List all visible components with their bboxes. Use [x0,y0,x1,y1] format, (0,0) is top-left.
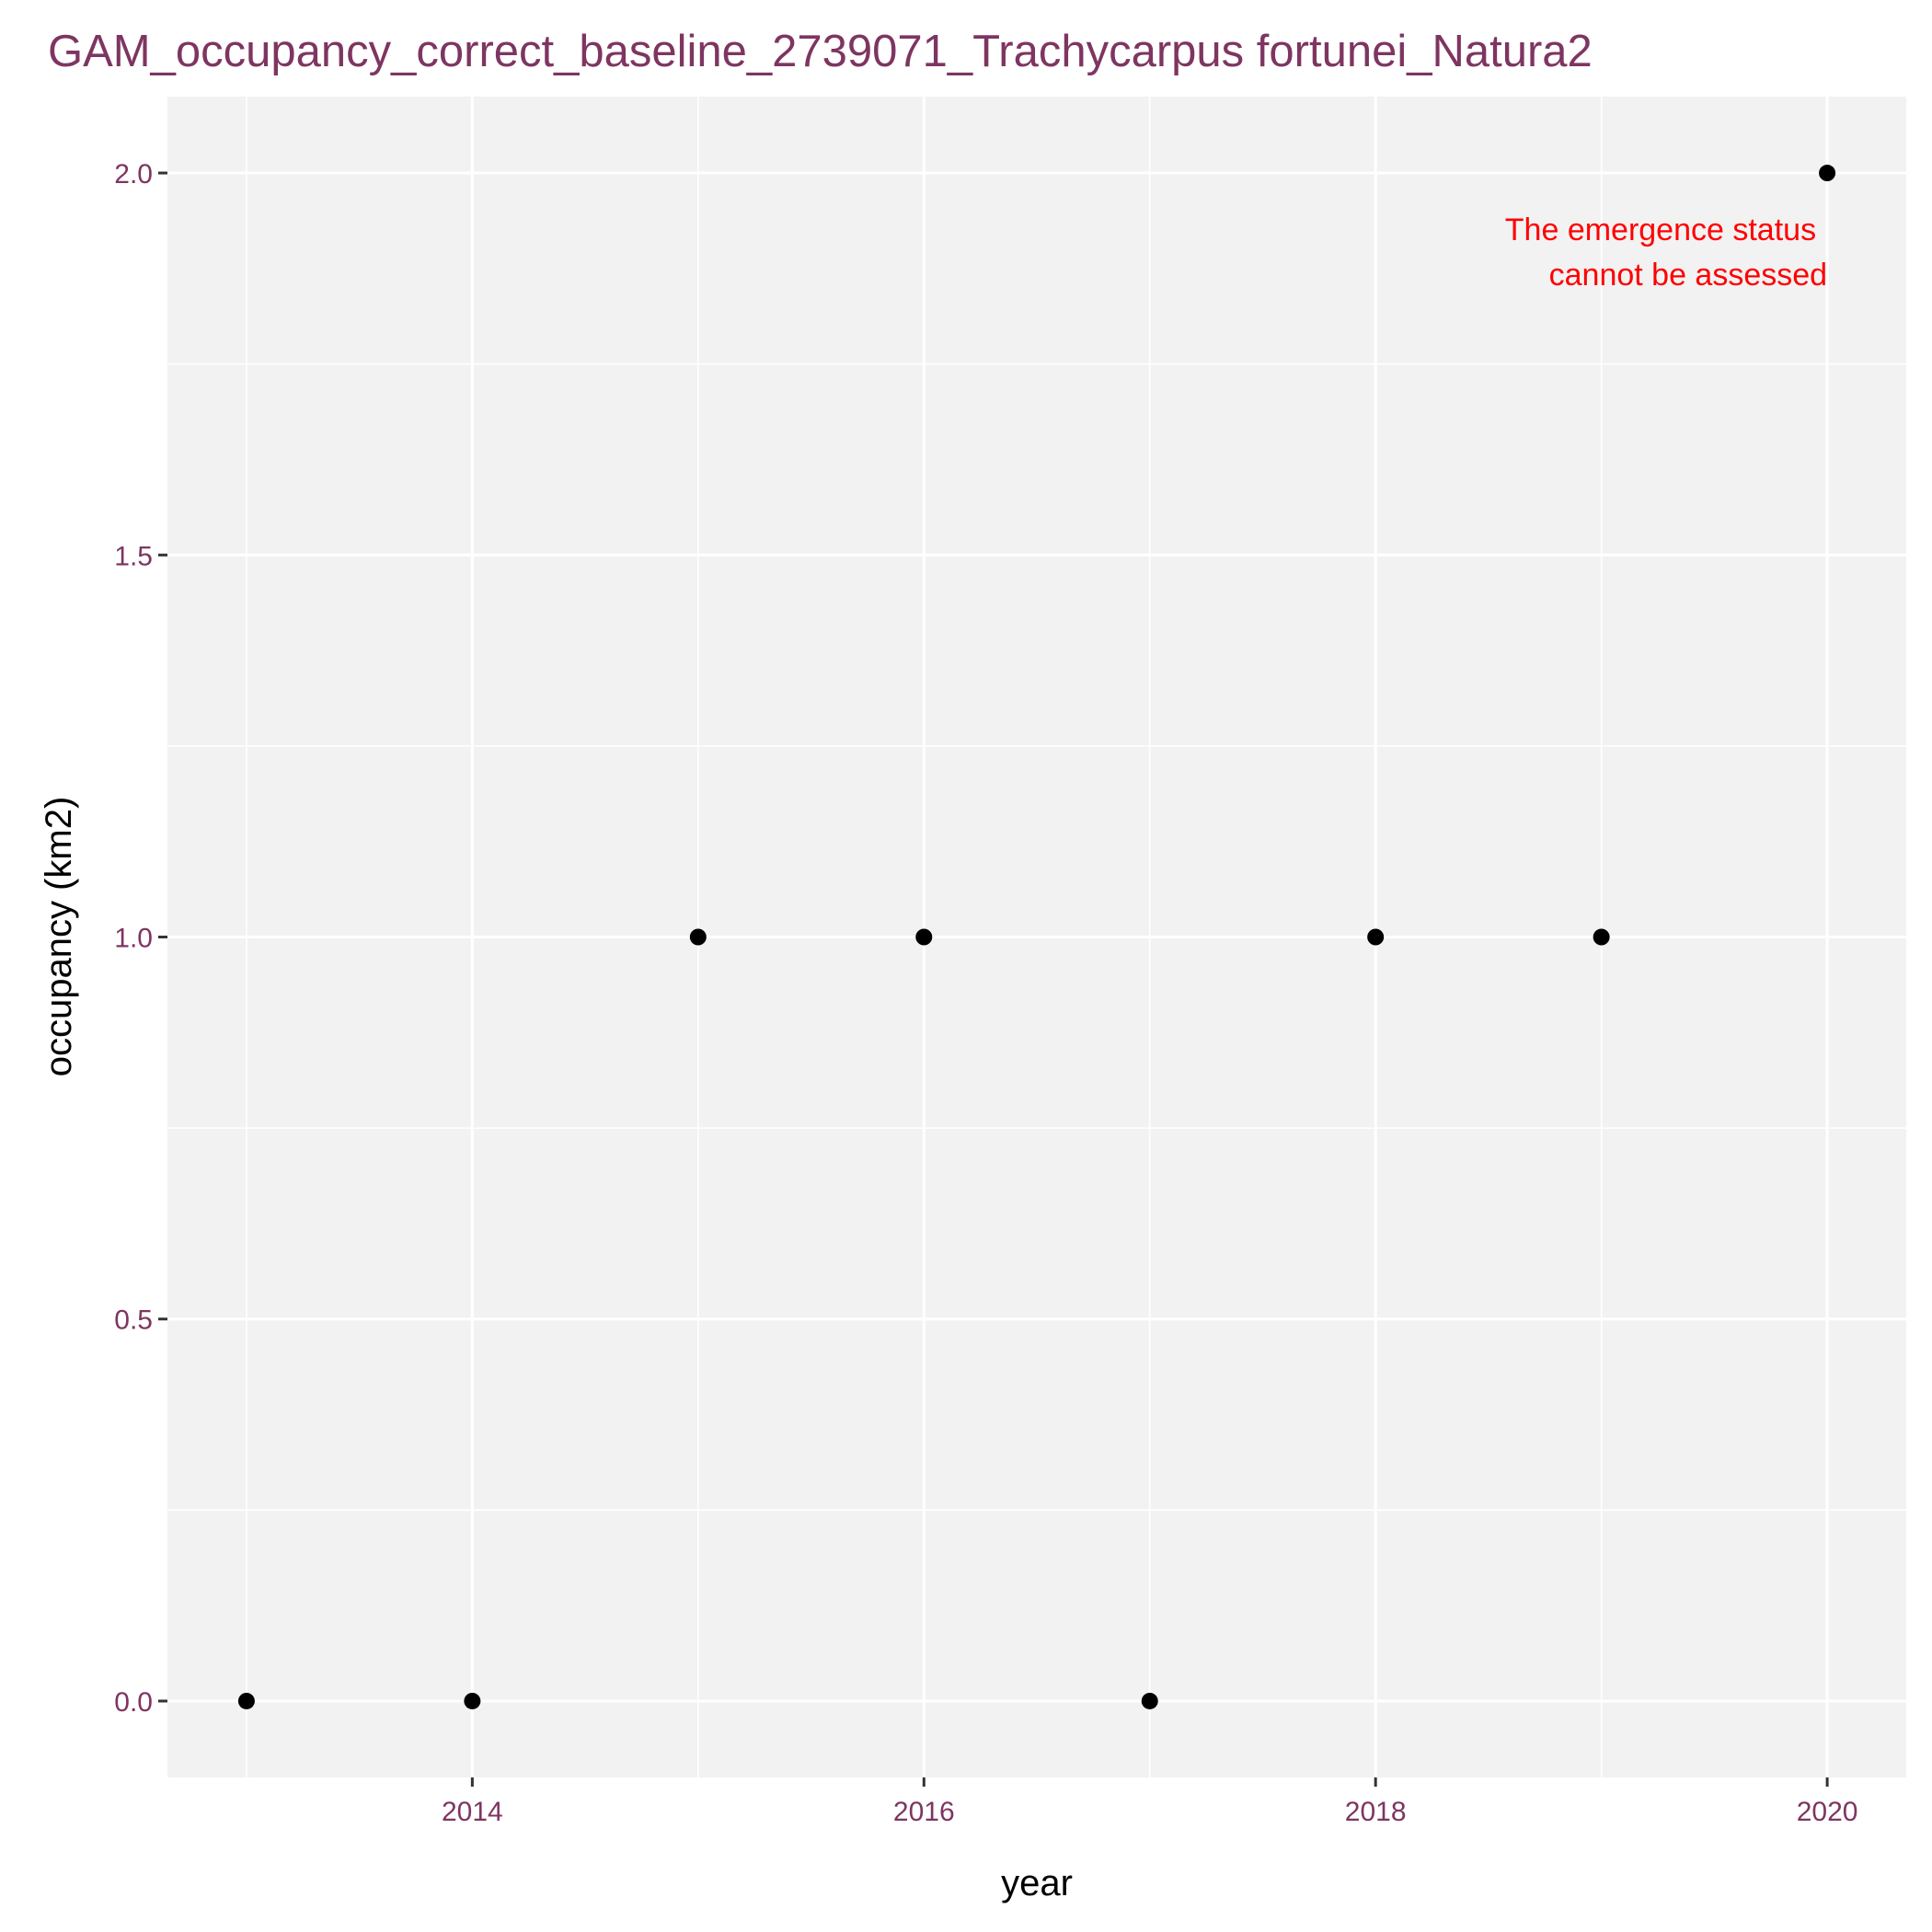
y-axis-ticks: 0.0 0.5 1.0 1.5 2.0 [114,159,167,1718]
y-tick-label: 1.0 [114,924,153,954]
data-points [237,165,1836,1709]
x-axis-title: year [1001,1863,1073,1903]
x-axis-ticks: 2014 2016 2018 2020 [442,1777,1857,1827]
data-point [689,928,707,946]
data-point [1593,928,1610,946]
data-point [1141,1692,1158,1709]
x-tick-label: 2016 [893,1797,955,1827]
annotation-line-2: cannot be assessed [1549,258,1827,293]
y-tick-label: 0.5 [114,1305,153,1336]
y-axis-title: occupancy (km2) [39,797,79,1077]
data-point [1819,165,1836,182]
data-point [237,1692,255,1709]
x-tick-label: 2018 [1345,1797,1407,1827]
y-tick-label: 0.0 [114,1687,153,1718]
data-point [464,1692,481,1709]
x-tick-label: 2014 [442,1797,503,1827]
data-point [915,928,933,946]
y-tick-label: 2.0 [114,159,153,190]
x-tick-label: 2020 [1797,1797,1858,1827]
chart-title: GAM_occupancy_correct_baseline_2739071_T… [48,27,1593,76]
emergence-annotation: The emergence status cannot be assessed [1505,213,1827,293]
data-point [1367,928,1385,946]
annotation-line-1: The emergence status [1505,213,1816,247]
y-tick-label: 1.5 [114,541,153,571]
